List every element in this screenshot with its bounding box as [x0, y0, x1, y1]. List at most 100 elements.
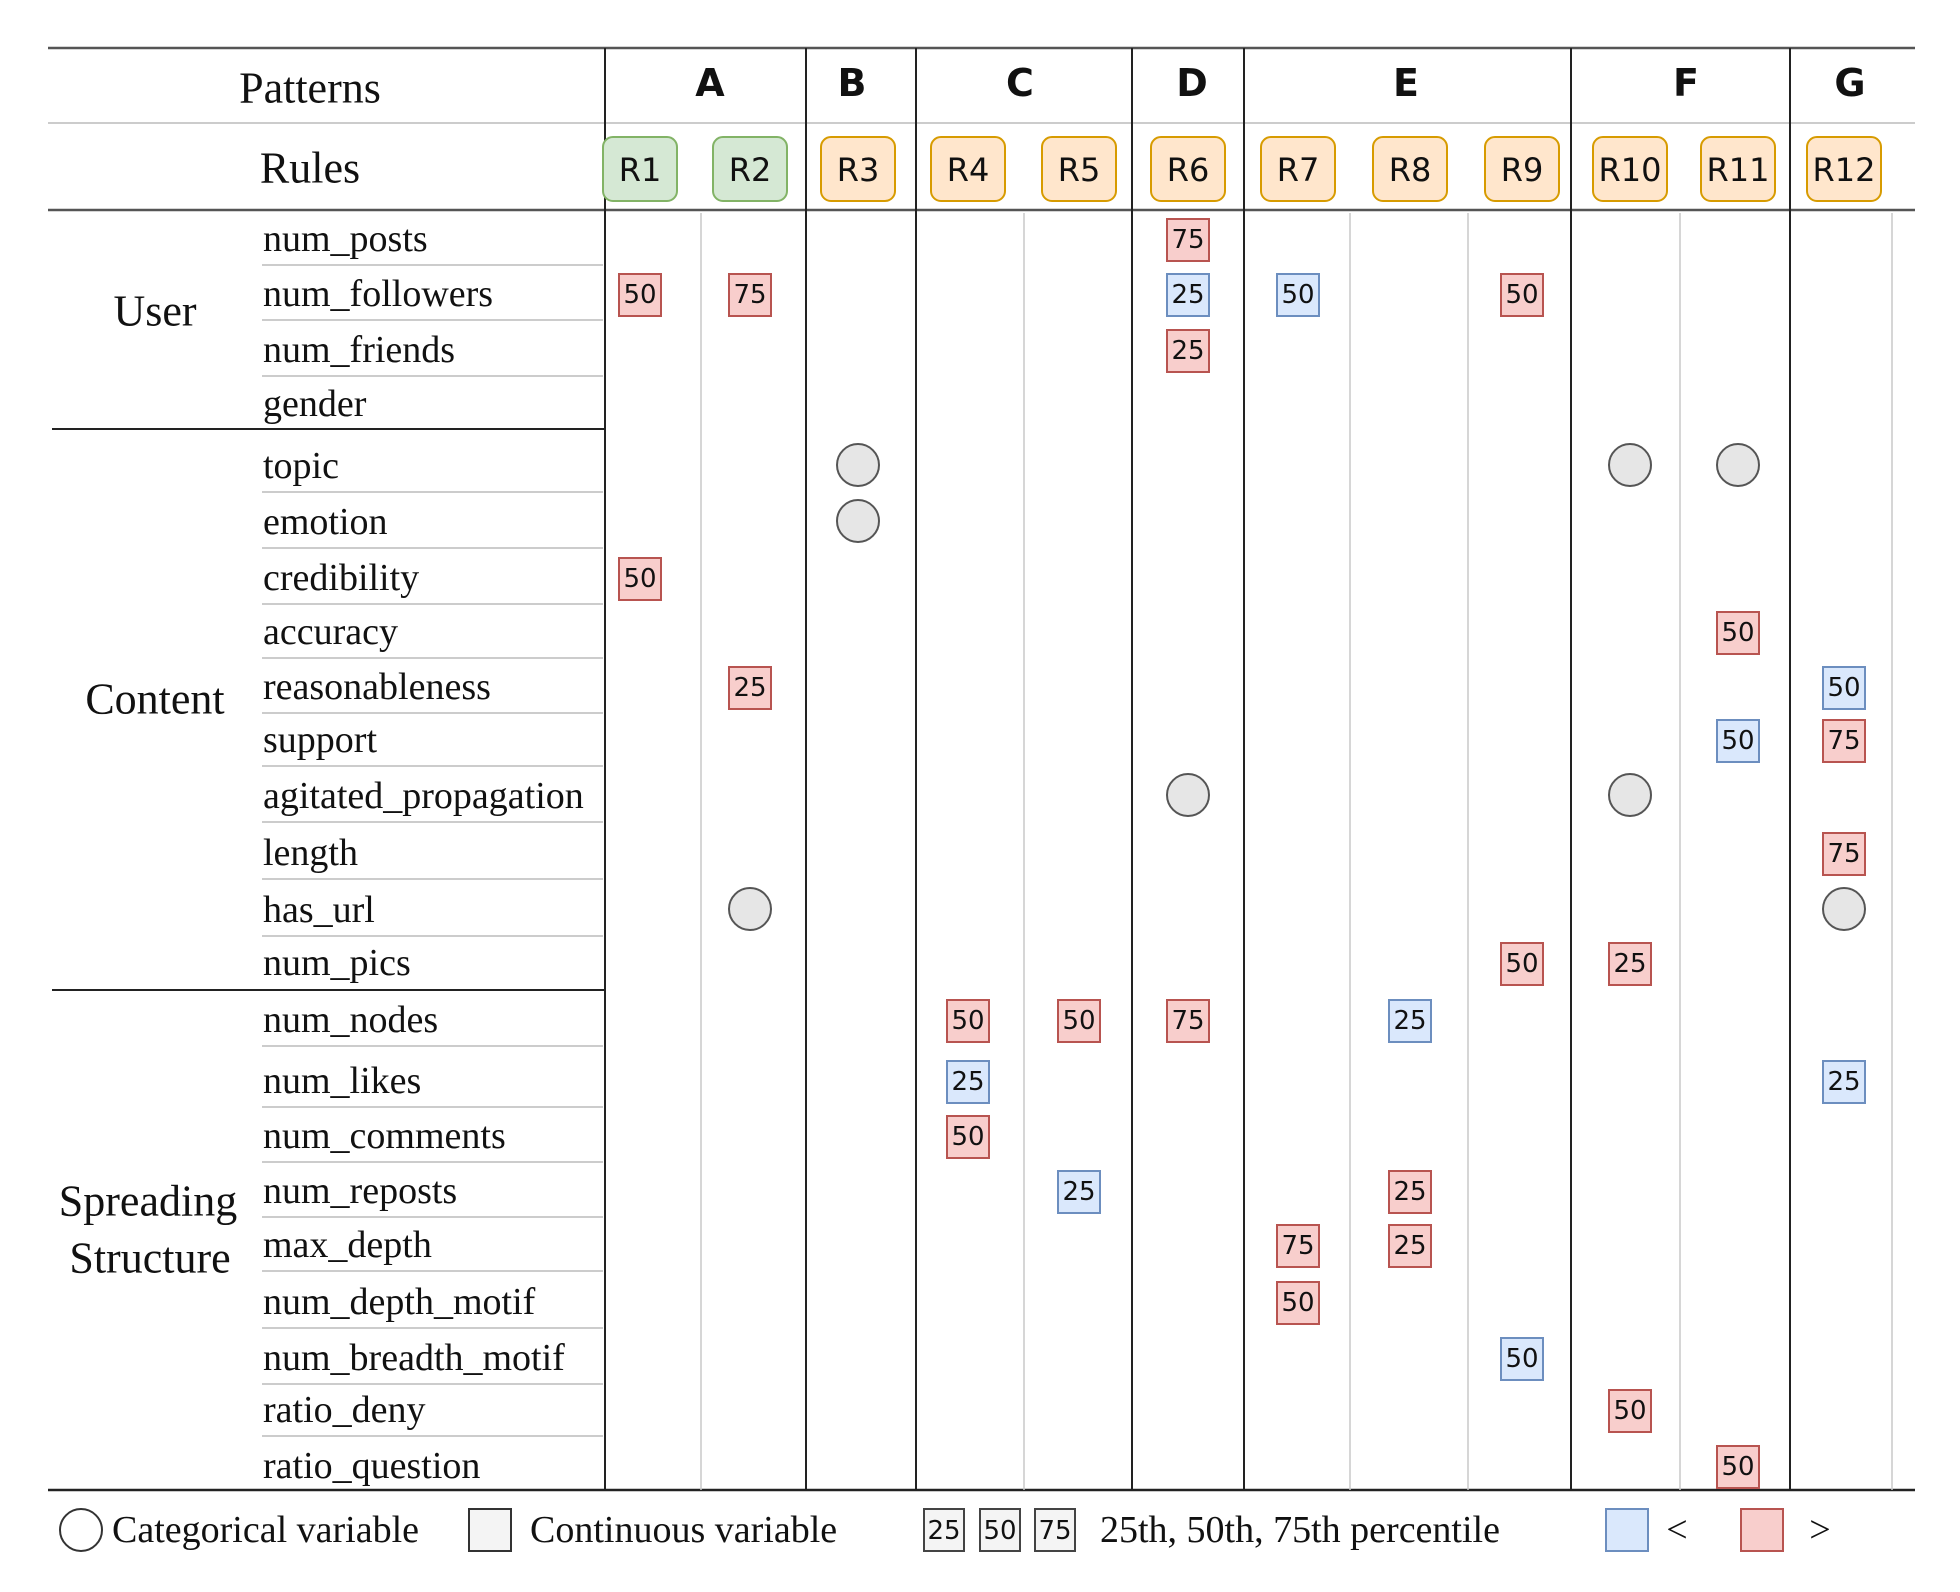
legend-percentile-value: 50: [983, 1516, 1016, 1546]
percentile-value: 25: [1827, 1067, 1860, 1097]
feature-label-credibility: credibility: [263, 557, 419, 599]
group-label-user: User: [113, 287, 196, 336]
percentile-marker cell-support-r11: 50: [1716, 719, 1760, 763]
percentile-value: 50: [623, 564, 656, 594]
rule-badge-box: [1150, 136, 1226, 202]
legend-categorical-icon: [59, 1508, 103, 1552]
legend-percentile-label: 25th, 50th, 75th percentile: [1100, 1509, 1500, 1551]
rule-badge-r4: R4: [930, 136, 1006, 202]
feature-label-ratio-deny: ratio_deny: [263, 1389, 426, 1431]
percentile-marker cell-num-reposts-r8: 25: [1388, 1170, 1432, 1214]
feature-label-num-comments: num_comments: [263, 1115, 506, 1157]
percentile-value: 50: [1721, 726, 1754, 756]
rule-label: R2: [729, 151, 772, 189]
percentile-marker cell-num-likes-r12: 25: [1822, 1060, 1866, 1104]
percentile-marker cell-num-nodes-r8: 25: [1388, 999, 1432, 1043]
legend-less-swatch: [1605, 1508, 1649, 1552]
legend-percentile-value: 75: [1038, 1516, 1071, 1546]
percentile-marker cell-num-breadth-motif-r9: 50: [1500, 1337, 1544, 1381]
feature-label-has-url: has_url: [263, 889, 375, 931]
rule-label: R7: [1277, 151, 1320, 189]
percentile-value: 25: [951, 1067, 984, 1097]
percentile-marker cell-max-depth-r8: 25: [1388, 1224, 1432, 1268]
legend-percentile-value: 25: [927, 1516, 960, 1546]
percentile-box: [1388, 999, 1432, 1043]
percentile-value: 75: [733, 280, 766, 310]
percentile-box: [1276, 1281, 1320, 1325]
feature-label-accuracy: accuracy: [263, 611, 398, 653]
rule-badge-box: [1041, 136, 1117, 202]
percentile-box: [1500, 1337, 1544, 1381]
feature-label-num-posts: num_posts: [263, 218, 428, 260]
percentile-marker cell-num-followers-r9: 50: [1500, 273, 1544, 317]
percentile-marker cell-num-followers-r2: 75: [728, 273, 772, 317]
percentile-box: [1822, 666, 1866, 710]
percentile-value: 25: [1393, 1177, 1426, 1207]
rule-badge-box: [1372, 136, 1448, 202]
percentile-box: [1822, 719, 1866, 763]
percentile-box: [618, 273, 662, 317]
rule-label: R12: [1813, 151, 1876, 189]
legend: Categorical variable Continuous variable 2…: [59, 1508, 1831, 1552]
percentile-value: 50: [1505, 1344, 1538, 1374]
percentile-box: [1822, 832, 1866, 876]
percentile-box: [1057, 1170, 1101, 1214]
percentile-value: 25: [1393, 1231, 1426, 1261]
percentile-value: 75: [1171, 225, 1204, 255]
categorical-marker cell-topic-r11: [1716, 443, 1760, 487]
legend-greater-swatch: [1740, 1508, 1784, 1552]
rule-label: R9: [1501, 151, 1544, 189]
pattern-label-d: D: [1176, 61, 1208, 105]
legend-less-label: <: [1666, 1509, 1687, 1551]
percentile-box: [728, 273, 772, 317]
percentile-box: [728, 666, 772, 710]
percentile-marker cell-max-depth-r7: 75: [1276, 1224, 1320, 1268]
percentile-box: [1166, 218, 1210, 262]
pattern-label-b: B: [838, 61, 867, 105]
percentile-marker cell-num-comments-r4: 50: [946, 1115, 990, 1159]
categorical-marker cell-has-url-r2: [728, 887, 772, 931]
percentile-value: 25: [1393, 1006, 1426, 1036]
percentile-marker cell-reasonableness-r2: 25: [728, 666, 772, 710]
rule-badge-r3: R3: [820, 136, 896, 202]
feature-label-gender: gender: [263, 383, 367, 425]
feature-label-max-depth: max_depth: [263, 1224, 432, 1266]
group-label-spreading: Spreading: [59, 1177, 237, 1226]
categorical-marker cell-topic-r3: [836, 443, 880, 487]
categorical-marker cell-agitated-propagation-r10: [1608, 773, 1652, 817]
percentile-value: 25: [1062, 1177, 1095, 1207]
feature-label-num-likes: num_likes: [263, 1060, 421, 1102]
percentile-box: [946, 1060, 990, 1104]
percentile-box: [1716, 1445, 1760, 1489]
pattern-label-f: F: [1673, 61, 1699, 105]
feature-label-num-depth-motif: num_depth_motif: [263, 1281, 536, 1323]
percentile-marker cell-num-depth-motif-r7: 50: [1276, 1281, 1320, 1325]
percentile-value: 50: [1613, 1396, 1646, 1426]
percentile-marker cell-length-r12: 75: [1822, 832, 1866, 876]
rule-badge-box: [930, 136, 1006, 202]
percentile-box: [1166, 273, 1210, 317]
rule-label: R4: [947, 151, 990, 189]
percentile-value: 50: [1505, 949, 1538, 979]
rule-badge-r10: R10: [1592, 136, 1668, 202]
rule-badge-r8: R8: [1372, 136, 1448, 202]
percentile-value: 50: [1505, 280, 1538, 310]
rule-badge-box: [820, 136, 896, 202]
percentile-box: [1500, 273, 1544, 317]
percentile-marker cell-reasonableness-r12: 50: [1822, 666, 1866, 710]
pattern-label-g: G: [1834, 61, 1865, 105]
percentile-value: 25: [1171, 280, 1204, 310]
rule-label: R10: [1599, 151, 1662, 189]
legend-continuous-label: Continuous variable: [530, 1509, 837, 1551]
feature-label-reasonableness: reasonableness: [263, 666, 491, 708]
rule-badge-box: [1260, 136, 1336, 202]
rule-label: R5: [1058, 151, 1101, 189]
rule-badge-r9: R9: [1484, 136, 1560, 202]
percentile-value: 50: [1721, 1452, 1754, 1482]
rule-badge-box: [1700, 136, 1776, 202]
categorical-marker cell-agitated-propagation-r6: [1166, 773, 1210, 817]
percentile-marker cell-num-followers-r1: 50: [618, 273, 662, 317]
percentile-box: [1276, 1224, 1320, 1268]
percentile-value: 50: [1827, 673, 1860, 703]
